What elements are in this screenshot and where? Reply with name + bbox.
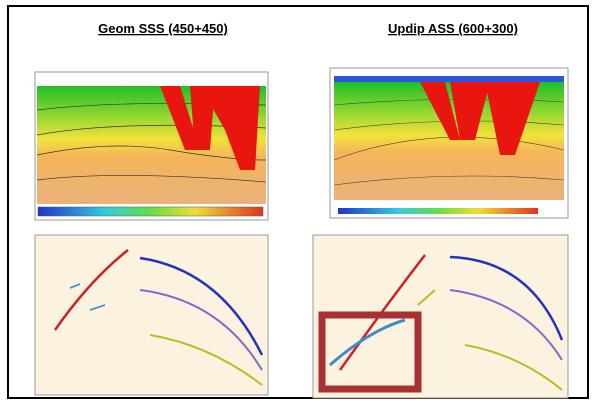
seismic-image: [34, 71, 269, 221]
frame: [7, 5, 589, 399]
spheregram-image: [34, 234, 269, 396]
panel-title: Geom SSS (450+450): [98, 21, 228, 36]
seismic-image: [329, 67, 569, 219]
highlight-box: [318, 311, 422, 393]
panel-title: Updip ASS (600+300): [388, 21, 518, 36]
spheregram-image: [312, 234, 569, 399]
